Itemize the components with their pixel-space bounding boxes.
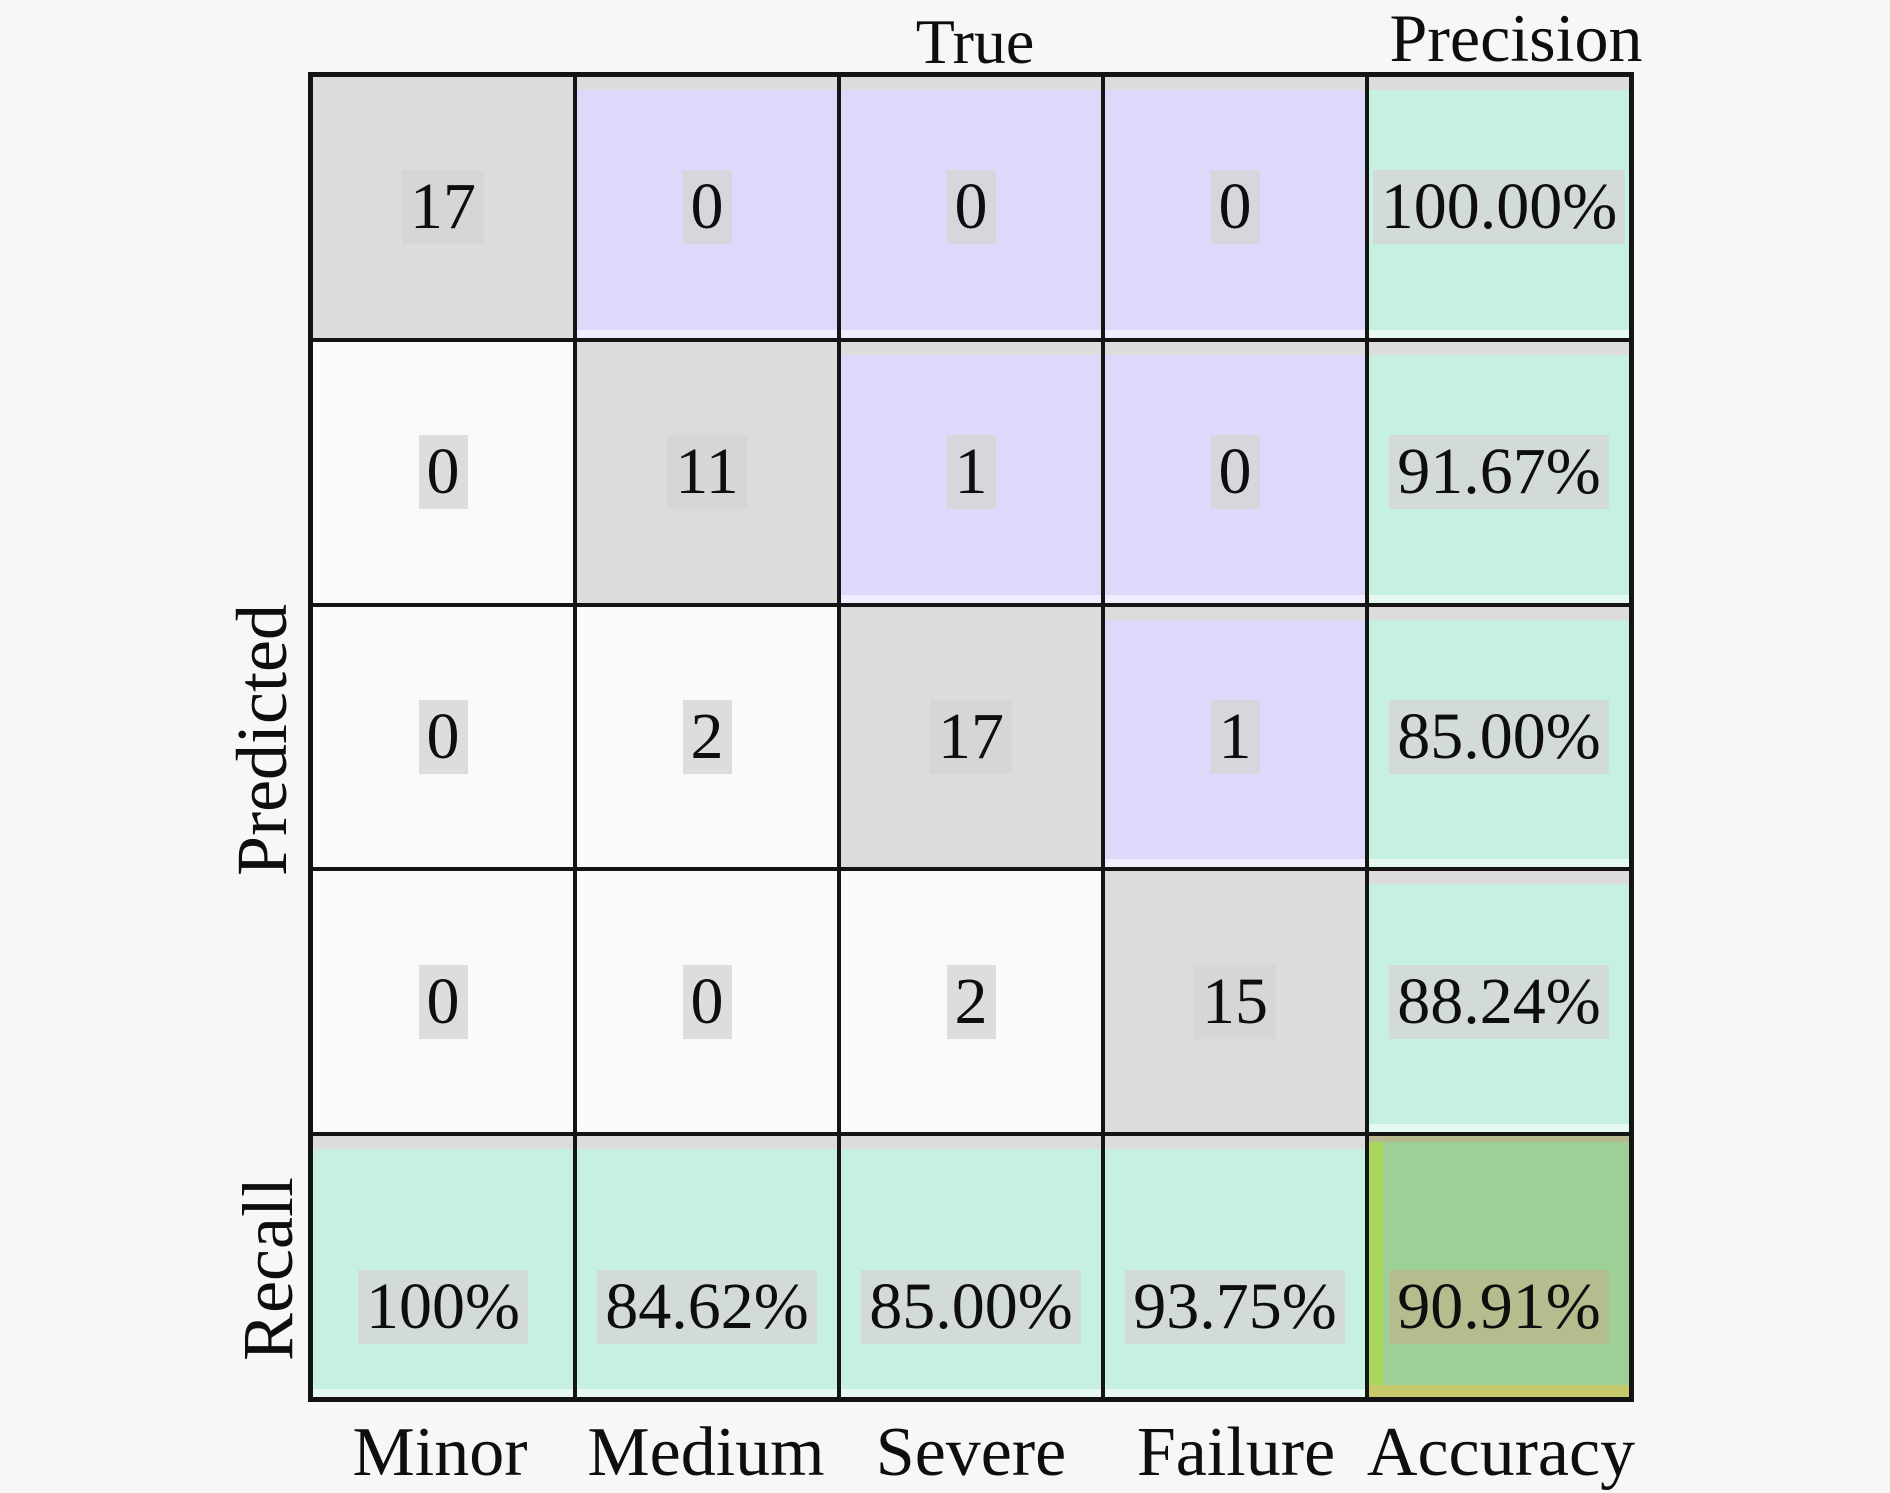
cell-value: 2 bbox=[946, 964, 996, 1039]
predicted-axis-label: Predicted bbox=[222, 604, 302, 876]
matrix-cell-failure-severe: 2 bbox=[841, 871, 1101, 1133]
cell-value: 85.00% bbox=[1389, 700, 1609, 774]
cell-value: 90.91% bbox=[1389, 1269, 1609, 1344]
cell-value: 0 bbox=[418, 700, 468, 774]
recall-cell-failure: 93.75% bbox=[1105, 1136, 1365, 1397]
matrix-cell-minor-severe: 0 bbox=[841, 77, 1101, 338]
recall-cell-minor: 100% bbox=[313, 1136, 573, 1397]
precision-column-label: Precision bbox=[1389, 0, 1643, 76]
matrix-cell-medium-minor: 0 bbox=[313, 341, 573, 603]
column-label-medium: Medium bbox=[587, 1414, 825, 1491]
cell-value: 100.00% bbox=[1372, 170, 1626, 245]
confusion-matrix-grid: 17 0 0 0 100.00% 0 11 1 0 91.67% 0 2 17 1 85.00% 0 0 2 15 8… bbox=[308, 72, 1634, 1402]
column-label-minor: Minor bbox=[352, 1414, 528, 1491]
column-label-accuracy: Accuracy bbox=[1366, 1414, 1636, 1491]
recall-cell-severe: 85.00% bbox=[841, 1136, 1101, 1397]
matrix-cell-medium-failure: 0 bbox=[1105, 341, 1365, 603]
cell-value: 0 bbox=[682, 964, 732, 1039]
precision-cell-minor: 100.00% bbox=[1369, 77, 1629, 338]
cell-value: 84.62% bbox=[597, 1269, 817, 1344]
cell-value: 91.67% bbox=[1389, 435, 1609, 510]
matrix-cell-medium-severe: 1 bbox=[841, 341, 1101, 603]
cell-value: 2 bbox=[682, 700, 732, 774]
matrix-cell-severe-failure: 1 bbox=[1105, 606, 1365, 868]
accuracy-cell: 90.91% bbox=[1369, 1136, 1629, 1397]
cell-value: 0 bbox=[418, 435, 468, 510]
cell-value: 0 bbox=[946, 170, 996, 245]
cell-value: 0 bbox=[418, 964, 468, 1039]
recall-row-label: Recall bbox=[228, 1177, 308, 1361]
cell-value: 93.75% bbox=[1125, 1269, 1345, 1344]
matrix-cell-failure-failure: 15 bbox=[1105, 871, 1365, 1133]
cell-value: 15 bbox=[1194, 964, 1276, 1039]
cell-value: 1 bbox=[1210, 700, 1260, 774]
matrix-cell-failure-minor: 0 bbox=[313, 871, 573, 1133]
matrix-cell-minor-minor: 17 bbox=[313, 77, 573, 338]
precision-cell-medium: 91.67% bbox=[1369, 341, 1629, 603]
cell-value: 0 bbox=[1210, 170, 1260, 245]
cell-value: 0 bbox=[1210, 435, 1260, 510]
cell-value: 100% bbox=[358, 1269, 528, 1344]
cell-value: 0 bbox=[682, 170, 732, 245]
true-axis-label: True bbox=[915, 6, 1035, 77]
matrix-cell-minor-medium: 0 bbox=[577, 77, 837, 338]
matrix-cell-medium-medium: 11 bbox=[577, 341, 837, 603]
cell-value: 17 bbox=[402, 170, 484, 245]
cell-value: 85.00% bbox=[861, 1269, 1081, 1344]
matrix-cell-severe-minor: 0 bbox=[313, 606, 573, 868]
column-label-severe: Severe bbox=[875, 1414, 1067, 1491]
matrix-cell-severe-medium: 2 bbox=[577, 606, 837, 868]
column-label-failure: Failure bbox=[1136, 1414, 1336, 1491]
recall-cell-medium: 84.62% bbox=[577, 1136, 837, 1397]
cell-value: 17 bbox=[930, 700, 1012, 774]
matrix-cell-minor-failure: 0 bbox=[1105, 77, 1365, 338]
matrix-cell-failure-medium: 0 bbox=[577, 871, 837, 1133]
precision-cell-failure: 88.24% bbox=[1369, 871, 1629, 1133]
cell-value: 1 bbox=[946, 435, 996, 510]
matrix-cell-severe-severe: 17 bbox=[841, 606, 1101, 868]
cell-value: 88.24% bbox=[1389, 964, 1609, 1039]
cell-value: 11 bbox=[667, 435, 747, 510]
precision-cell-severe: 85.00% bbox=[1369, 606, 1629, 868]
